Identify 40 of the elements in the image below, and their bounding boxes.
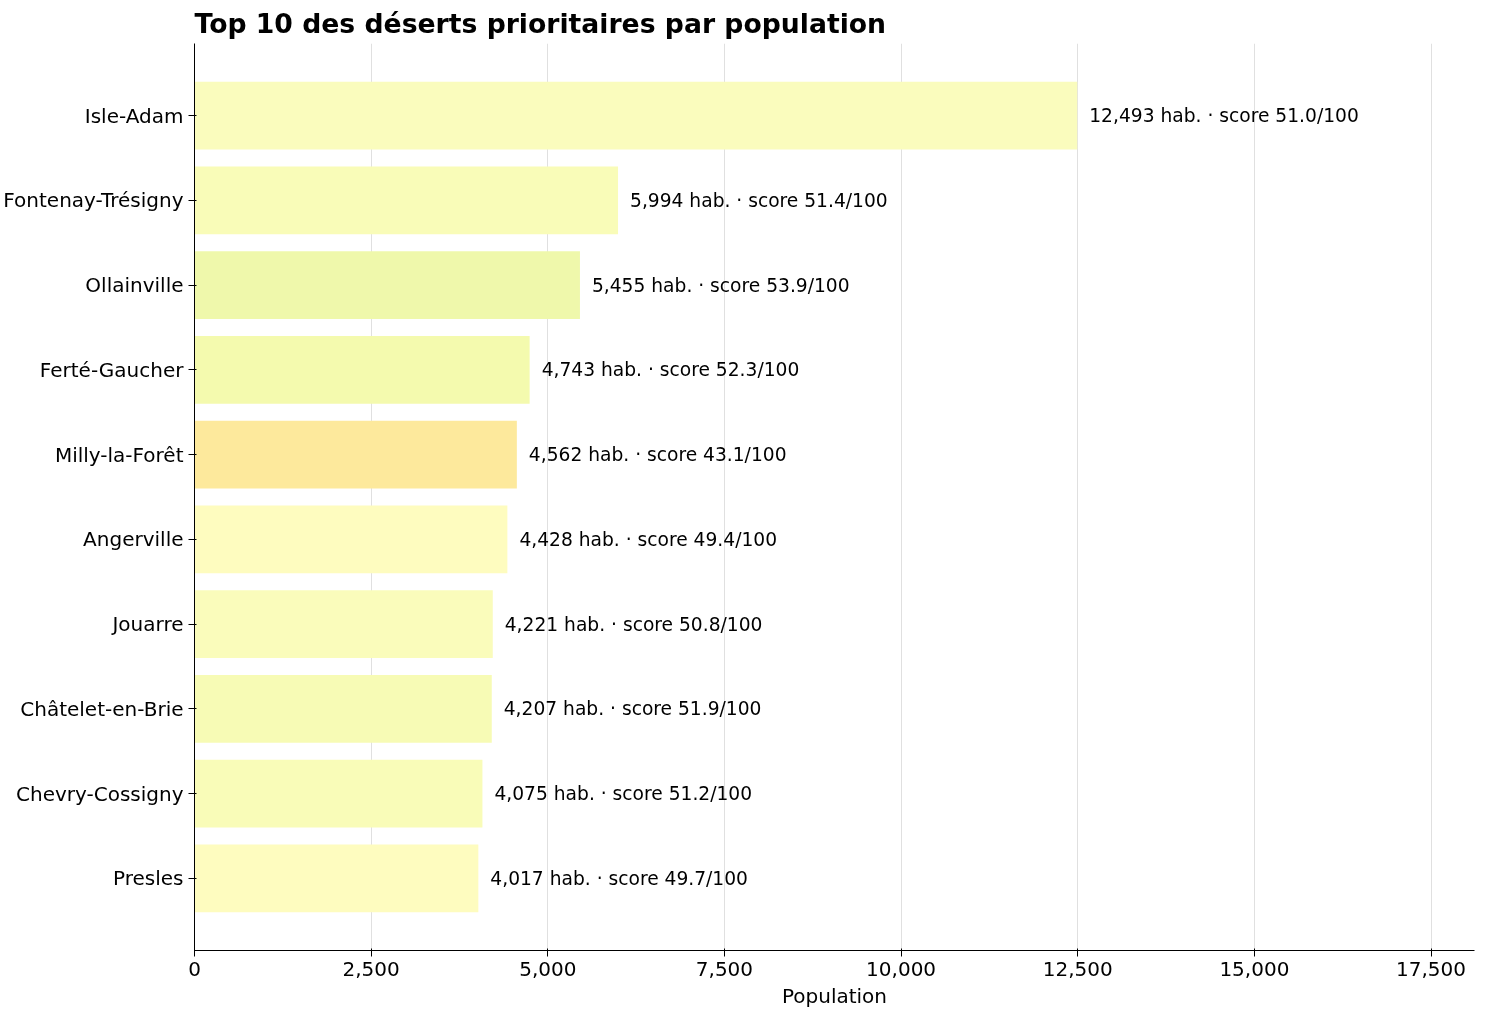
bar <box>194 844 479 913</box>
data-label: 4,428 hab. · score 49.4/100 <box>519 528 778 550</box>
data-label: 4,562 hab. · score 43.1/100 <box>528 444 787 466</box>
data-label: 12,493 hab. · score 51.0/100 <box>1089 105 1359 127</box>
bar <box>194 590 493 659</box>
x-tick-label: 15,000 <box>1219 956 1290 981</box>
x-tick-label: 0 <box>188 956 201 981</box>
y-tick-label: Milly-la-Forêt <box>54 442 184 467</box>
y-tick-label: Presles <box>113 866 184 891</box>
data-label: 4,017 hab. · score 49.7/100 <box>490 867 748 889</box>
y-tick-label: Angerville <box>83 527 184 552</box>
x-tick-label: 12,500 <box>1042 956 1113 981</box>
y-tick-label: Chevry-Cossigny <box>15 781 184 806</box>
bar <box>194 81 1078 150</box>
y-tick-label: Ferté-Gaucher <box>39 357 185 382</box>
bar <box>194 420 517 489</box>
bar <box>194 166 619 235</box>
data-label: 5,455 hab. · score 53.9/100 <box>591 274 850 296</box>
y-tick-label: Châtelet-en-Brie <box>20 696 184 721</box>
x-tick-label: 7,500 <box>695 956 754 981</box>
bar <box>194 759 483 828</box>
data-label: 4,221 hab. · score 50.8/100 <box>504 613 763 635</box>
data-label: 5,994 hab. · score 51.4/100 <box>630 189 888 211</box>
y-tick-label: Jouarre <box>110 612 184 637</box>
bar <box>194 505 508 574</box>
x-tick-label: 10,000 <box>866 956 937 981</box>
x-axis-title: Population <box>781 983 888 1008</box>
bar <box>194 675 492 743</box>
y-tick-label: Ollainville <box>85 273 184 298</box>
y-tick-label: Isle-Adam <box>84 103 184 128</box>
x-tick-label: 5,000 <box>519 956 577 981</box>
x-tick-label: 2,500 <box>342 956 400 981</box>
data-label: 4,075 hab. · score 51.2/100 <box>494 783 753 805</box>
bar <box>194 335 530 404</box>
data-label: 4,207 hab. · score 51.9/100 <box>503 698 762 720</box>
y-tick-label: Fontenay-Trésigny <box>3 188 184 213</box>
chart-title: Top 10 des déserts prioritaires par population <box>194 7 887 39</box>
data-label: 4,743 hab. · score 52.3/100 <box>541 359 800 381</box>
x-tick-label: 17,500 <box>1396 956 1467 981</box>
bar <box>194 251 580 319</box>
